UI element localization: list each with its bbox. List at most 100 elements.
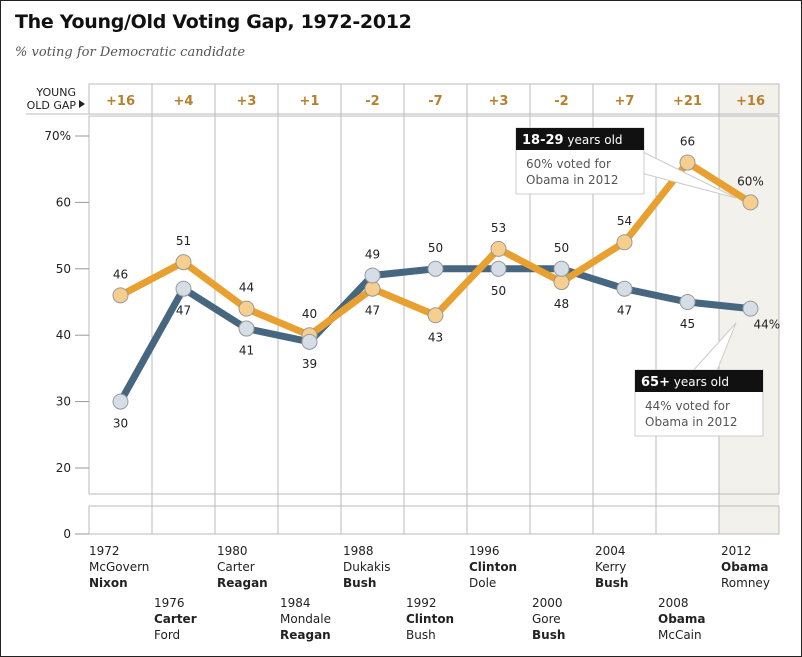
candidate-dem-2008: Obama [658, 612, 706, 626]
gap-value-1980: +3 [237, 94, 257, 109]
plot-frame [88, 115, 780, 495]
young-point-1996 [490, 240, 507, 257]
young-callout-title: 18-29 years old [522, 133, 623, 148]
young-label-2000: 48 [554, 297, 569, 311]
old-point-1988 [364, 267, 381, 284]
candidate-dem-2004: Kerry [595, 560, 626, 574]
gap-value-1996: +3 [489, 94, 509, 109]
young-label-1972: 46 [113, 267, 128, 281]
young-label-2008: 66 [680, 135, 695, 149]
candidate-year-2012: 2012 [721, 544, 752, 558]
candidate-year-1980: 1980 [217, 544, 248, 558]
gap-label-line1: YOUNG [35, 86, 76, 99]
candidate-year-1976: 1976 [154, 596, 185, 610]
young-point-2000 [553, 274, 570, 291]
old-callout-header [635, 370, 763, 392]
y-tick-label: 60 [56, 195, 71, 209]
old-point-1992 [427, 260, 444, 277]
callout-title-bold: 65+ [641, 375, 670, 390]
old-point-1976 [175, 280, 192, 297]
candidate-year-1984: 1984 [280, 596, 311, 610]
young-label-1988: 47 [365, 304, 380, 318]
y-tick-label: 0 [63, 527, 71, 541]
y-tick-label: 50 [56, 262, 71, 276]
candidate-dem-2012: Obama [721, 560, 769, 574]
gap-value-2008: +21 [673, 94, 702, 109]
gap-value-1992: -7 [428, 94, 442, 109]
old-callout-title: 65+ years old [641, 375, 729, 390]
candidate-dem-1996: Clinton [469, 560, 517, 574]
old-point-2008 [679, 294, 696, 310]
candidate-rep-2000: Bush [532, 628, 565, 642]
young-point-1992 [427, 307, 444, 324]
candidate-dem-1992: Clinton [406, 612, 454, 626]
old-label-1984: 39 [302, 357, 317, 371]
young-label-2004: 54 [617, 214, 632, 228]
old-label-1992: 50 [428, 241, 443, 255]
gap-value-2012: +16 [736, 94, 765, 109]
callout-title-bold: 18-29 [522, 133, 564, 148]
candidate-year-1996: 1996 [469, 544, 500, 558]
candidate-rep-1984: Reagan [280, 628, 331, 642]
old-callout-line1: 44% voted for [645, 399, 730, 413]
young-point-1972 [112, 287, 129, 304]
young-label-1976: 51 [176, 234, 191, 248]
young-label-2012: 60% [737, 174, 764, 188]
candidate-year-2000: 2000 [532, 596, 563, 610]
young-callout-line2: Obama in 2012 [526, 173, 619, 187]
candidate-year-1988: 1988 [343, 544, 374, 558]
young-label-1980: 44 [239, 281, 254, 295]
candidate-rep-2012: Romney [721, 576, 770, 590]
gap-label-line2: OLD GAP [27, 99, 77, 112]
candidate-dem-1988: Dukakis [343, 560, 390, 574]
callout-title-rest: years old [670, 375, 729, 389]
candidate-dem-1976: Carter [154, 612, 197, 626]
gap-value-1988: -2 [365, 94, 379, 109]
candidate-rep-2004: Bush [595, 576, 628, 590]
young-label-1984: 40 [302, 307, 317, 321]
candidate-rep-1980: Reagan [217, 576, 268, 590]
y-tick-label: 40 [56, 328, 71, 342]
young-point-2004 [616, 234, 633, 251]
old-label-1980: 41 [239, 344, 254, 358]
old-point-1984 [301, 333, 318, 350]
old-label-2000: 50 [554, 241, 569, 255]
candidate-dem-1980: Carter [217, 560, 255, 574]
candidate-rep-1996: Dole [469, 576, 496, 590]
gap-value-2000: -2 [554, 94, 568, 109]
old-point-2000 [553, 260, 570, 277]
old-label-2004: 47 [617, 304, 632, 318]
callout-title-rest: years old [564, 133, 623, 147]
old-label-2012: 44% [754, 318, 781, 332]
candidate-rep-1972: Nixon [89, 576, 128, 590]
candidate-year-2004: 2004 [595, 544, 626, 558]
y-tick-label: 30 [56, 395, 71, 409]
old-label-1988: 49 [365, 247, 380, 261]
candidate-year-1972: 1972 [89, 544, 120, 558]
candidate-rep-1988: Bush [343, 576, 376, 590]
old-callout-line2: Obama in 2012 [645, 415, 738, 429]
old-point-2004 [616, 280, 633, 297]
candidate-year-2008: 2008 [658, 596, 689, 610]
young-point-1980 [238, 300, 255, 317]
y-tick-label: 70% [44, 129, 71, 143]
young-callout-header [516, 128, 644, 150]
young-callout-line1: 60% voted for [526, 157, 611, 171]
young-point-1988 [364, 280, 381, 297]
candidate-dem-1984: Mondale [280, 612, 331, 626]
candidate-year-1992: 1992 [406, 596, 437, 610]
young-point-2012 [742, 194, 759, 211]
young-label-1992: 43 [428, 330, 443, 344]
old-point-1972 [112, 393, 129, 410]
old-label-1976: 47 [176, 304, 191, 318]
gap-value-1972: +16 [106, 94, 135, 109]
zero-row-frame [88, 505, 780, 535]
old-label-1972: 30 [113, 417, 128, 431]
young-label-1996: 53 [491, 221, 506, 235]
gap-value-2004: +7 [615, 94, 635, 109]
gap-value-1976: +4 [174, 94, 194, 109]
old-point-2012 [742, 300, 759, 317]
old-point-1996 [490, 260, 507, 277]
candidate-rep-1976: Ford [154, 628, 180, 642]
